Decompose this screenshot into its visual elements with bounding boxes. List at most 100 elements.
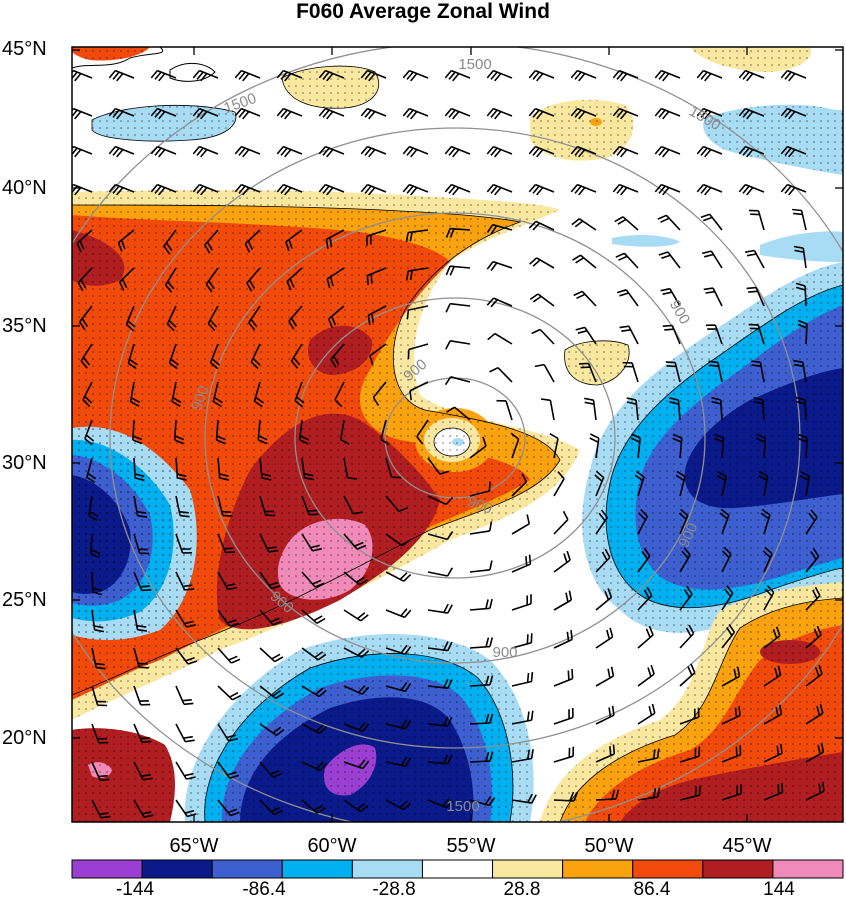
wind-barb-150	[334, 381, 345, 408]
wind-barb-98	[405, 267, 429, 281]
wind-barb-353	[553, 791, 579, 802]
wind-barb-70	[738, 183, 765, 196]
wind-barb-136	[487, 332, 513, 345]
wind-barb-58	[234, 183, 261, 196]
wind-barb-242	[427, 567, 453, 577]
wind-barb-344	[175, 799, 197, 818]
wind-barb-338	[679, 746, 701, 763]
wind-barb-81	[445, 227, 471, 238]
wind-barb-42	[318, 145, 345, 158]
colorbar-swatch-9	[632, 859, 704, 879]
wind-barb-178	[753, 396, 765, 421]
wind-barb-240	[343, 571, 368, 586]
wind-barb-144	[82, 381, 93, 408]
wind-barb-223	[385, 533, 411, 547]
wind-barb-305	[805, 664, 823, 687]
wind-barb-197	[797, 433, 808, 459]
wind-barb-306	[91, 723, 109, 744]
wind-barb-76	[244, 229, 261, 253]
wind-barb-146	[171, 381, 182, 407]
wind-barb-264	[595, 588, 613, 611]
wind-barb-314	[427, 716, 453, 727]
wind-barb-275	[301, 647, 327, 661]
wind-barb-67	[612, 183, 639, 196]
wind-barb-127	[127, 343, 138, 370]
wind-barb-40	[234, 145, 261, 158]
wind-barb-308	[175, 723, 195, 743]
wind-barb-90	[77, 267, 93, 292]
colorbar-swatch-2	[141, 859, 213, 879]
axis-ticks	[72, 47, 843, 822]
wind-barb-328	[259, 761, 283, 778]
wind-barb-159	[708, 360, 723, 383]
wind-barb-91	[118, 267, 135, 291]
wind-barb-120	[573, 290, 597, 307]
wind-barb-298	[511, 672, 534, 687]
wind-barb-28	[486, 107, 513, 120]
wind-barb-172	[496, 399, 513, 421]
wind-barb-218	[175, 533, 193, 554]
wind-barb-1	[108, 69, 135, 82]
wind-barb-116	[406, 305, 429, 320]
wind-barb-181	[133, 457, 145, 482]
wind-barb-200	[175, 495, 190, 518]
wind-barb-258	[343, 609, 369, 622]
wind-barb-20	[150, 107, 177, 120]
wind-barb-236	[175, 571, 195, 591]
wind-barb-82	[486, 223, 513, 235]
wind-barb-307	[133, 723, 152, 744]
wind-barb-296	[427, 678, 453, 689]
wind-barb-128	[168, 343, 179, 370]
wind-barb-337	[637, 748, 660, 763]
wind-barb-196	[755, 433, 767, 459]
wind-barb-72	[76, 229, 93, 253]
wind-barb-43	[360, 145, 387, 158]
colorbar-label-3: -28.8	[372, 879, 416, 900]
colorbar-swatch-11	[772, 859, 844, 879]
wind-barb-22	[234, 107, 261, 120]
wind-barb-214	[758, 471, 769, 497]
wind-barb-351	[469, 795, 496, 807]
wind-barb-310	[259, 723, 285, 736]
wind-barb-220	[259, 533, 279, 553]
wind-barb-176	[669, 397, 681, 421]
wind-barb-96	[326, 267, 345, 289]
wind-barb-86	[657, 214, 681, 231]
wind-barb-270	[91, 647, 106, 670]
wind-barb-257	[301, 609, 326, 624]
wind-barb-79	[366, 229, 387, 246]
wind-barb-167	[298, 419, 310, 445]
wind-barb-304	[763, 665, 782, 687]
wind-barb-68	[654, 183, 681, 196]
wind-barb-231	[719, 508, 730, 535]
wind-barb-326	[175, 761, 196, 780]
lon-label-45: 45°W	[722, 835, 772, 857]
wind-barb-3	[192, 69, 219, 82]
wind-barb-102	[572, 254, 597, 269]
wind-barb-336	[595, 744, 616, 763]
wind-barb-21	[192, 107, 219, 120]
wind-barb-356	[679, 785, 701, 801]
wind-barb-277	[385, 644, 412, 655]
wind-barb-224	[427, 531, 454, 541]
wind-barb-320	[679, 707, 700, 725]
wind-barb-38	[150, 145, 177, 158]
wind-barb-87	[700, 213, 723, 231]
wind-barb-14	[654, 69, 681, 82]
colorbar-swatch-7	[492, 859, 564, 879]
wind-barb-47	[528, 145, 555, 158]
wind-barb-16	[738, 69, 765, 82]
wind-barb-340	[763, 743, 783, 763]
wind-barb-206	[427, 495, 454, 506]
wind-barb-243	[469, 560, 493, 573]
wind-barb-88	[748, 209, 765, 231]
wind-barb-170	[416, 419, 429, 445]
wind-barb-143	[797, 319, 808, 345]
colorbar	[71, 859, 844, 879]
wind-barb-249	[721, 546, 732, 573]
wind-barb-11	[528, 69, 555, 82]
wind-barb-274	[259, 647, 284, 663]
wind-barb-125	[795, 282, 807, 307]
wind-barb-63	[444, 183, 471, 196]
wind-barb-357	[721, 784, 742, 801]
